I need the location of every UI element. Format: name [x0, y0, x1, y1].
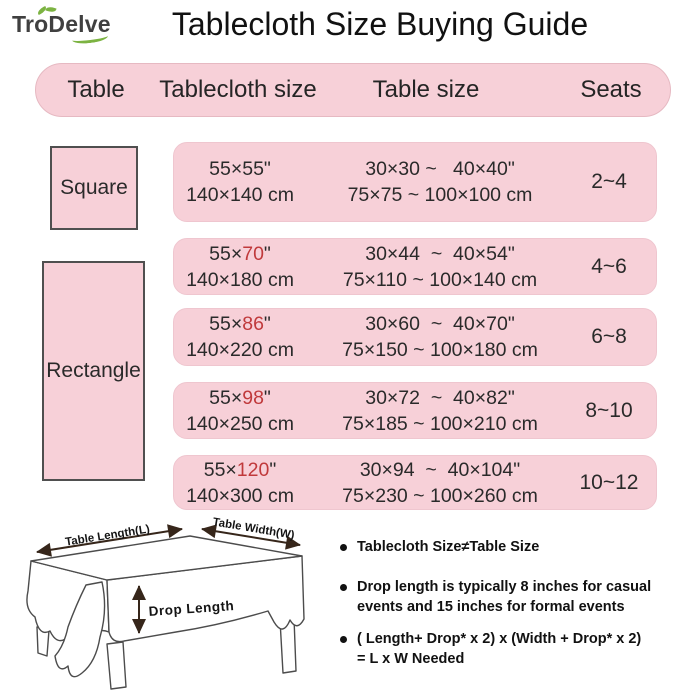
seats-cell: 4~6 — [591, 254, 627, 278]
size-row: 55×120" 140×300 cm 30×94 ~ 40×104" 75×23… — [173, 455, 657, 510]
note-item: ( Length+ Drop* x 2) x (Width + Drop* x … — [340, 630, 676, 669]
cloth-size-inches: 55×120" — [203, 458, 277, 481]
bullet-icon — [340, 544, 347, 551]
table-leg — [106, 641, 127, 690]
header-table-size: Table size — [372, 76, 480, 103]
cloth-size-inches: 55×55" — [209, 158, 271, 180]
tablecloth-size-cell: 55×120" 140×300 cm — [174, 456, 306, 509]
tablecloth-size-cell: 55×86" 140×220 cm — [174, 309, 306, 365]
tablecloth-corner-fold — [54, 581, 106, 678]
note-text: Tablecloth Size≠Table Size — [357, 539, 540, 555]
seats-cell: 8~10 — [585, 398, 633, 422]
seats-cell: 2~4 — [591, 170, 627, 193]
size-row: 55×70" 140×180 cm 30×44 ~ 40×54" 75×110 … — [173, 238, 657, 295]
tablecloth-front-drape — [106, 555, 305, 643]
table-measurement-diagram: Table Length(L) Table Width(W) Drop Leng… — [26, 516, 305, 690]
cloth-size-inches: 55×86" — [209, 313, 271, 335]
bullet-icon — [340, 636, 347, 643]
length-arrow — [36, 524, 183, 557]
cloth-size-cm: 140×140 cm — [186, 184, 294, 206]
tablecloth-size-cell: 55×55" 140×140 cm — [174, 143, 306, 221]
note-text: Drop length is typically 8 inches for ca… — [357, 579, 652, 615]
table-size-inches: 30×60 ~ 40×70" — [365, 313, 515, 335]
table-size-inches: 30×72 ~ 40×82" — [365, 386, 515, 409]
seats-cell: 6~8 — [591, 325, 627, 348]
seats-cell: 10~12 — [579, 470, 639, 494]
tablecloth-size-cell: 55×70" 140×180 cm — [174, 239, 306, 294]
cloth-size-cm: 140×250 cm — [186, 412, 294, 435]
cloth-size-inches: 55×70" — [209, 242, 271, 265]
page-title: Tablecloth Size Buying Guide — [171, 6, 589, 42]
header-seats: Seats — [580, 76, 642, 103]
width-arrow — [201, 524, 301, 550]
cloth-size-cm: 140×220 cm — [186, 339, 294, 361]
table-size-cm: 75×150 ~ 100×180 cm — [342, 339, 538, 361]
tablecloth-size-cell: 55×98" 140×250 cm — [174, 383, 306, 438]
table-size-cell: 30×30 ~ 40×40" 75×75 ~ 100×100 cm — [342, 143, 538, 221]
cloth-size-inches: 55×98" — [209, 386, 271, 409]
table-size-cell: 30×94 ~ 40×104" 75×230 ~ 100×260 cm — [342, 456, 538, 509]
table-size-cm: 75×230 ~ 100×260 cm — [342, 484, 538, 507]
size-row: 55×98" 140×250 cm 30×72 ~ 40×82" 75×185 … — [173, 382, 657, 439]
table-header-bar: Table Tablecloth size Table size Seats — [35, 63, 671, 117]
logo-text: TroDelve — [12, 11, 111, 37]
table-size-inches: 30×94 ~ 40×104" — [359, 458, 521, 481]
table-size-cell: 30×60 ~ 40×70" 75×150 ~ 100×180 cm — [342, 309, 538, 365]
shape-rectangle-box: Rectangle — [42, 261, 145, 481]
size-row: 55×86" 140×220 cm 30×60 ~ 40×70" 75×150 … — [173, 308, 657, 366]
note-item: Tablecloth Size≠Table Size — [340, 538, 676, 558]
header-tablecloth-size: Tablecloth size — [159, 76, 317, 103]
drop-length-label: Drop Length — [148, 598, 235, 619]
table-size-cm: 75×75 ~ 100×100 cm — [347, 184, 533, 206]
cloth-size-cm: 140×180 cm — [186, 268, 294, 291]
table-size-inches: 30×44 ~ 40×54" — [365, 242, 515, 265]
table-size-cell: 30×72 ~ 40×82" 75×185 ~ 100×210 cm — [342, 383, 538, 438]
table-size-inches: 30×30 ~ 40×40" — [365, 158, 515, 180]
bullet-icon — [340, 584, 347, 591]
logo: TroDelve — [12, 5, 132, 46]
table-size-cell: 30×44 ~ 40×54" 75×110 ~ 100×140 cm — [342, 239, 538, 294]
table-size-cm: 75×185 ~ 100×210 cm — [342, 412, 538, 435]
shape-square-box: Square — [50, 146, 138, 230]
cloth-size-cm: 140×300 cm — [186, 484, 294, 507]
size-row: 55×55" 140×140 cm 30×30 ~ 40×40" 75×75 ~… — [173, 142, 657, 222]
table-size-cm: 75×110 ~ 100×140 cm — [342, 268, 538, 291]
note-text: ( Length+ Drop* x 2) x (Width + Drop* x … — [357, 631, 642, 667]
note-item: Drop length is typically 8 inches for ca… — [340, 578, 676, 617]
header-table: Table — [67, 76, 125, 103]
